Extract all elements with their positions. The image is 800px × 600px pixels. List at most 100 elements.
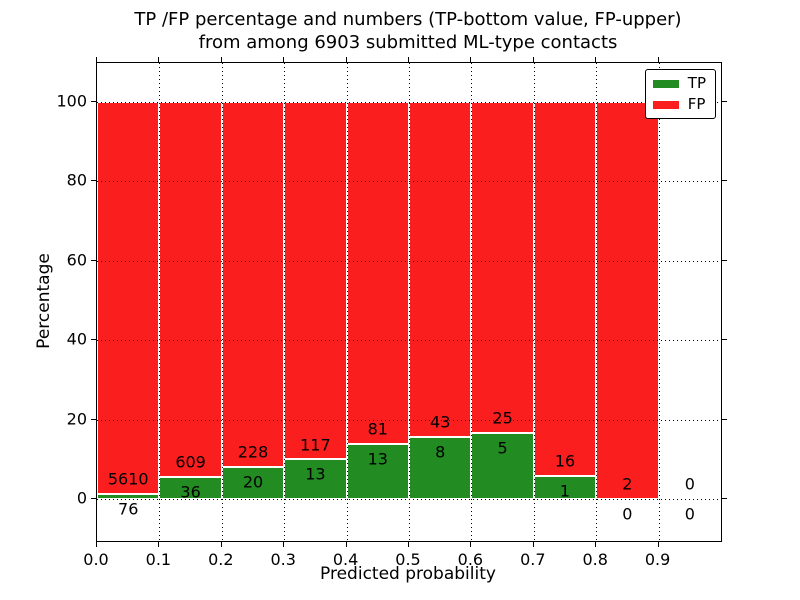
- bar-count-label-fp: 43: [430, 412, 451, 432]
- x-tick-label: 0.1: [145, 550, 172, 569]
- bar-count-label-tp: 76: [118, 499, 139, 519]
- bar-segment-fp: [409, 102, 472, 437]
- bar-segment-tp: [284, 459, 347, 499]
- x-tick-mark: [657, 542, 659, 547]
- bar-count-label-tp: 13: [305, 464, 326, 484]
- x-tick-label: 0.6: [457, 550, 484, 569]
- gridline-v: [471, 63, 473, 541]
- bar-count-label-tp: 13: [367, 449, 388, 469]
- gridline-v: [658, 63, 660, 541]
- chart-title-line2: from among 6903 submitted ML-type contac…: [198, 32, 618, 53]
- x-tick-mark-top: [158, 57, 160, 62]
- x-tick-label: 0.7: [520, 550, 546, 569]
- y-tick-mark: [91, 498, 96, 499]
- x-tick-label: 0.5: [395, 550, 421, 569]
- x-tick-mark-top: [595, 57, 597, 62]
- bar-segment-fp: [284, 102, 347, 460]
- legend-item-tp: TP: [652, 74, 706, 92]
- bar-segment-fp: [596, 102, 659, 499]
- x-tick-mark-top: [345, 57, 347, 62]
- y-tick-mark-right: [722, 101, 727, 102]
- x-tick-mark-top: [657, 57, 659, 62]
- x-tick-mark: [345, 542, 347, 547]
- legend: TP FP: [644, 69, 716, 119]
- y-axis-label: Percentage: [34, 253, 54, 349]
- x-tick-mark: [408, 542, 409, 547]
- gridline-v: [159, 63, 161, 541]
- x-tick-mark: [220, 542, 222, 547]
- y-tick-label: 20: [66, 409, 87, 429]
- x-tick-mark-top: [96, 57, 97, 62]
- bar-count-label-tp: 36: [180, 482, 201, 502]
- bar-count-label-fp: 2: [622, 474, 633, 494]
- y-tick-label: 100: [56, 91, 87, 111]
- x-tick-label: 0.4: [332, 550, 359, 569]
- bar-count-label-tp: 20: [242, 472, 264, 492]
- bar-count-label-fp: 5610: [107, 469, 149, 489]
- gridline-v: [284, 63, 286, 541]
- bar-count-label-fp: 117: [300, 435, 331, 455]
- y-tick-mark: [91, 259, 96, 261]
- y-tick-mark: [91, 339, 96, 341]
- bar-segment-fp: [471, 102, 534, 433]
- plot-area: TP FP 5610 76 609 36 228 20 117 13 81 13 43 8 25 5 16 1…: [96, 62, 722, 542]
- bar-count-label-tp: 5: [497, 438, 508, 458]
- x-tick-mark-top: [220, 57, 222, 62]
- bar-segment-fp: [221, 102, 285, 467]
- legend-label-fp: FP: [687, 95, 706, 113]
- x-tick-label: 0.3: [270, 550, 296, 569]
- y-tick-mark-right: [722, 180, 727, 182]
- bar-count-label-fp: 609: [175, 452, 206, 472]
- x-tick-mark-top: [532, 57, 534, 62]
- legend-item-fp: FP: [652, 95, 706, 113]
- x-tick-label: 0.0: [83, 550, 109, 569]
- gridline-v: [596, 63, 598, 541]
- x-tick-label: 0.9: [644, 550, 671, 569]
- gridline-v: [346, 63, 348, 541]
- x-tick-mark-top: [470, 57, 472, 62]
- y-tick-mark-right: [722, 498, 727, 499]
- bar-segment-tp: [97, 493, 160, 499]
- bar-segment-fp: [97, 102, 160, 494]
- bar-count-label-tp: 8: [435, 442, 446, 462]
- bar-count-label-tp: 0: [684, 504, 695, 524]
- legend-label-tp: TP: [687, 74, 706, 92]
- bar-count-label-fp: 0: [684, 474, 695, 494]
- chart-title: TP /FP percentage and numbers (TP-bottom…: [96, 8, 720, 54]
- bar-segment-fp: [346, 102, 409, 445]
- y-tick-mark-right: [722, 259, 727, 261]
- bar-segment-tp: [221, 467, 285, 499]
- tp-color-swatch: [652, 79, 679, 88]
- x-tick-mark-top: [283, 57, 285, 62]
- bar-count-label-fp: 16: [554, 451, 576, 471]
- y-tick-mark-right: [722, 418, 727, 420]
- y-tick-label: 60: [66, 250, 87, 270]
- x-tick-label: 0.2: [208, 550, 234, 569]
- x-axis-label: Predicted probability: [320, 564, 496, 584]
- x-tick-mark: [96, 542, 97, 547]
- y-tick-label: 40: [66, 329, 87, 349]
- y-tick-mark: [91, 101, 96, 102]
- y-tick-label: 0: [76, 488, 87, 508]
- x-tick-mark: [283, 542, 285, 547]
- x-tick-mark: [470, 542, 472, 547]
- bar-count-label-tp: 1: [559, 481, 571, 501]
- y-tick-mark: [91, 418, 96, 420]
- x-tick-label: 0.8: [582, 550, 608, 569]
- bar-segment-fp: [159, 102, 222, 477]
- gridline-v: [221, 63, 223, 541]
- gridline-v: [409, 63, 410, 541]
- y-tick-label: 80: [66, 170, 87, 190]
- bar-count-label-tp: 0: [622, 504, 633, 524]
- bar-count-label-fp: 25: [492, 408, 513, 428]
- x-tick-mark-top: [408, 57, 409, 62]
- fp-color-swatch: [652, 100, 679, 109]
- x-tick-mark: [595, 542, 597, 547]
- x-tick-mark: [532, 542, 534, 547]
- bar-count-label-fp: 81: [367, 419, 388, 439]
- y-tick-mark-right: [722, 339, 727, 341]
- x-tick-mark: [158, 542, 160, 547]
- gridline-v: [533, 63, 535, 541]
- chart-title-line1: TP /FP percentage and numbers (TP-bottom…: [134, 9, 682, 30]
